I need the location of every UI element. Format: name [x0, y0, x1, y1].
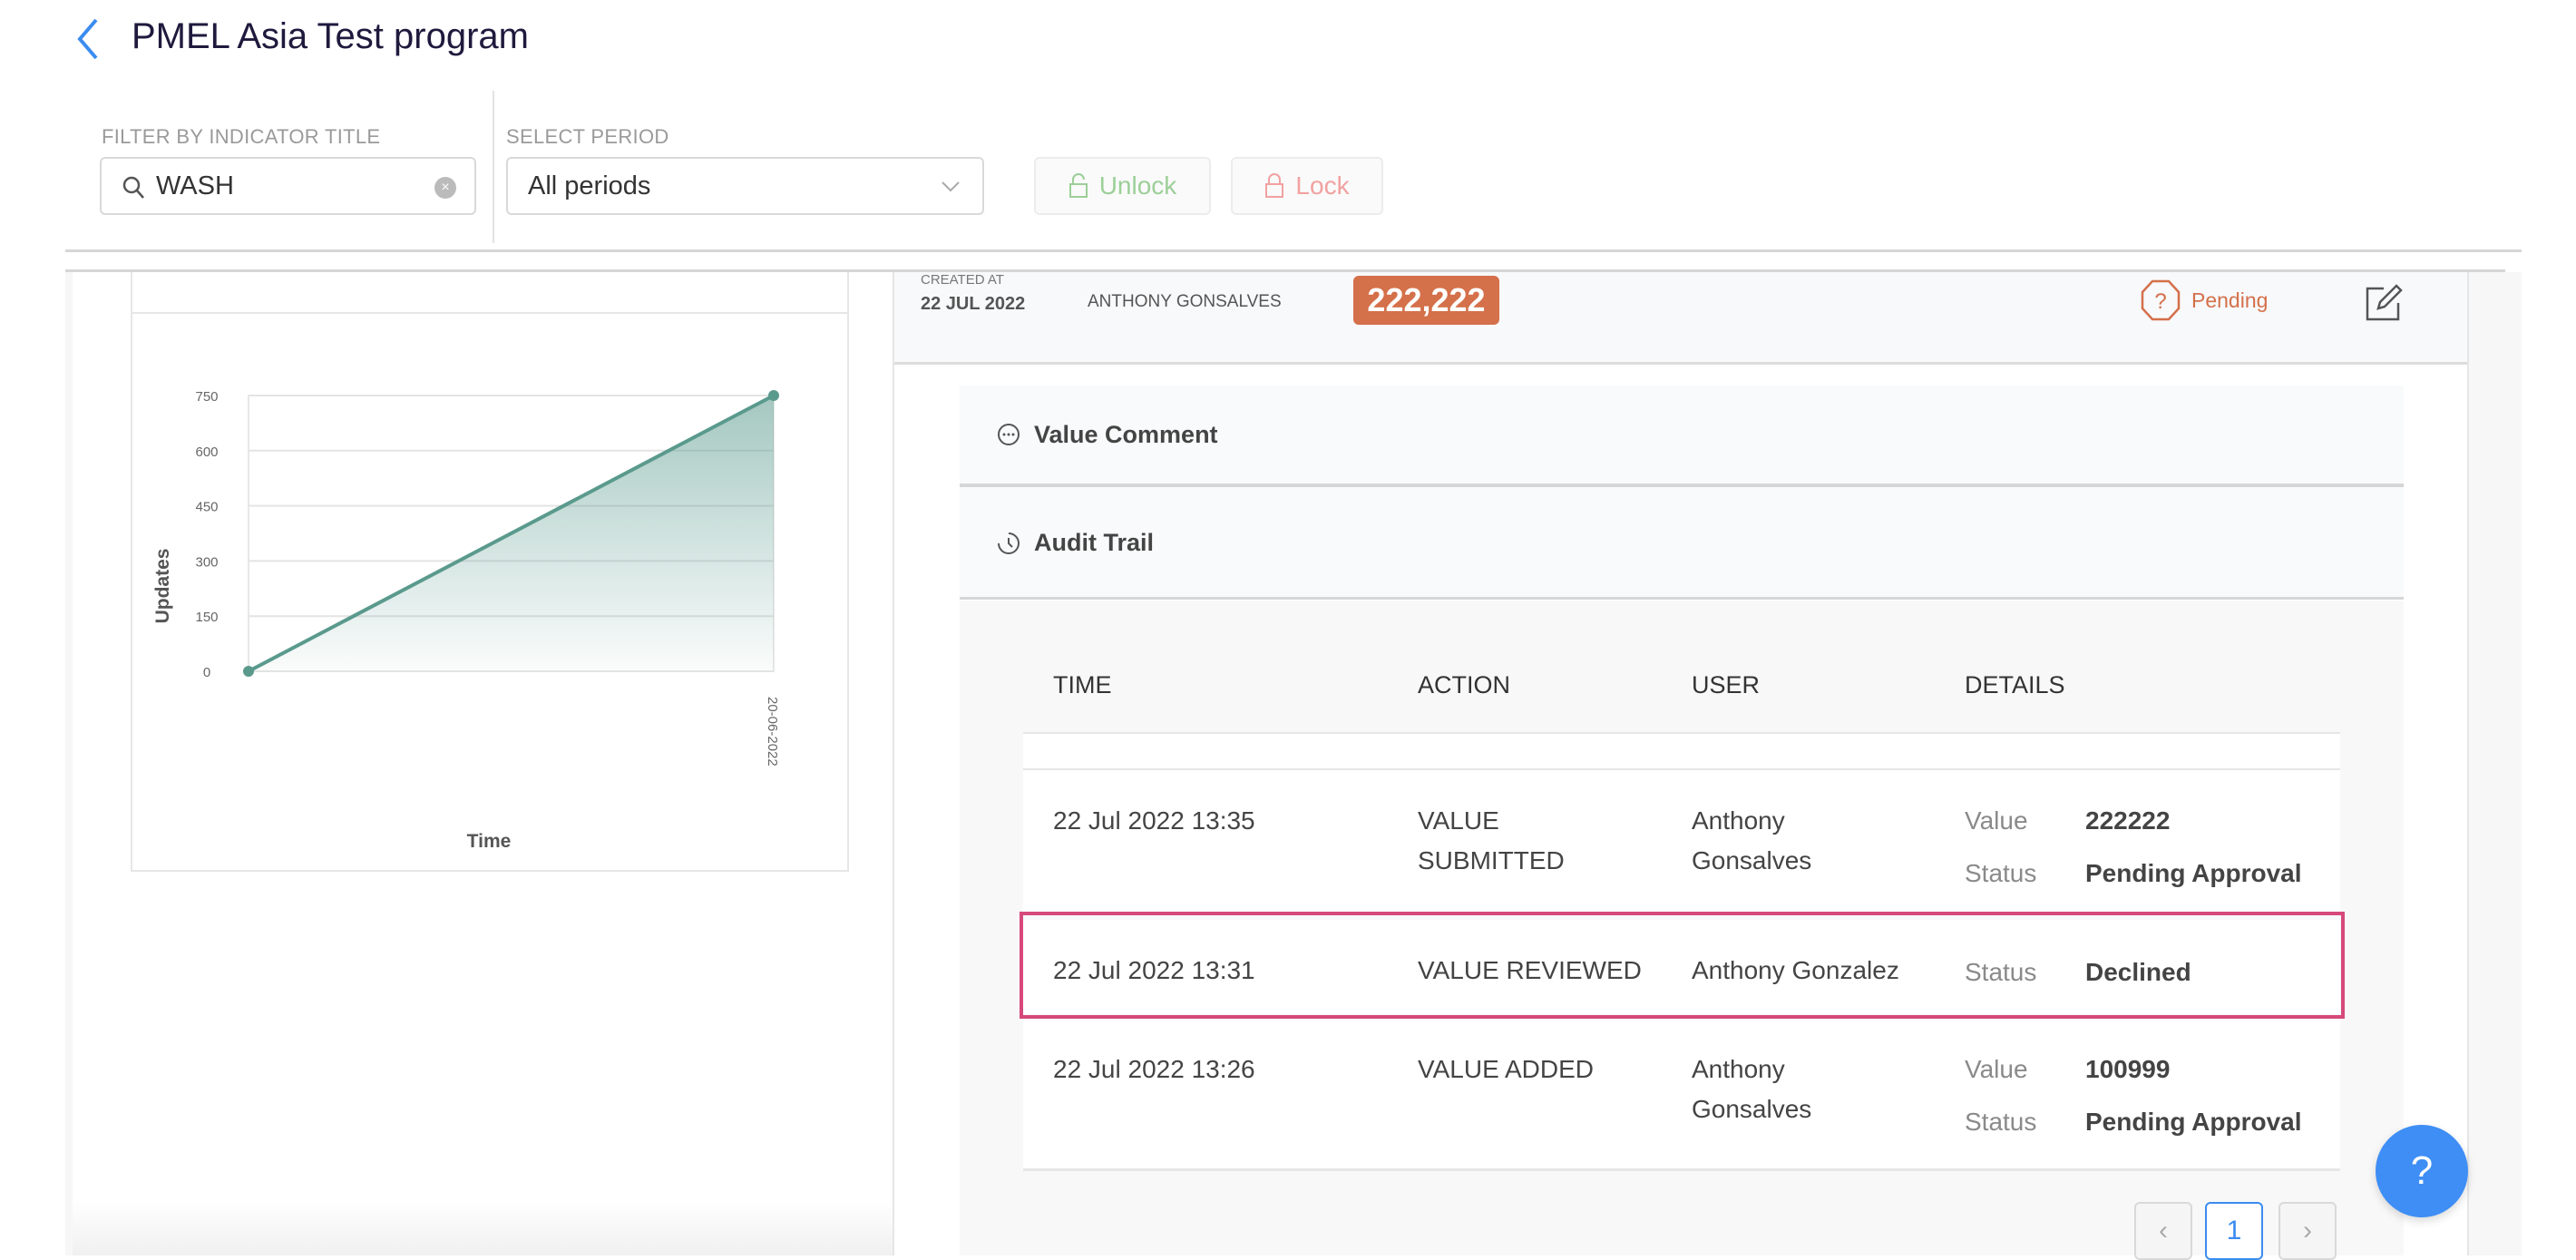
detail-label: Status	[1965, 958, 2037, 986]
y-tick-label: 0	[203, 665, 210, 680]
search-icon	[122, 176, 144, 199]
filter-indicator-label: FILTER BY INDICATOR TITLE	[102, 125, 381, 148]
detail-value: Declined	[2085, 958, 2191, 986]
row-time: 22 Jul 2022 13:35	[1053, 806, 1255, 835]
next-page-button[interactable]: ›	[2278, 1202, 2337, 1260]
edit-icon[interactable]	[2364, 283, 2404, 323]
select-period-label: SELECT PERIOD	[506, 125, 669, 148]
unlock-label: Unlock	[1098, 171, 1177, 200]
data-point	[243, 666, 254, 677]
indicator-search-input[interactable]: WASH ×	[100, 157, 476, 215]
unlock-icon	[1068, 173, 1088, 198]
detail-label: Status	[1965, 1108, 2037, 1136]
lock-label: Lock	[1295, 171, 1350, 200]
created-at-date: 22 JUL 2022	[921, 294, 1026, 314]
chevron-down-icon	[942, 181, 960, 192]
detail-value: Pending Approval	[2085, 859, 2302, 887]
back-chevron-icon[interactable]	[71, 16, 107, 62]
row-action: SUBMITTED	[1418, 846, 1565, 874]
detail-value: 100999	[2085, 1055, 2171, 1083]
filter-divider	[493, 91, 494, 243]
series-line	[248, 394, 775, 673]
x-tick-label: 20-06-2022	[765, 697, 780, 767]
update-value-badge: 222,222	[1353, 276, 1499, 325]
y-tick-label: 750	[195, 389, 218, 405]
page-1-button[interactable]: 1	[2205, 1202, 2263, 1260]
row-time: 22 Jul 2022 13:31	[1053, 956, 1255, 984]
content-top-divider	[65, 269, 2505, 272]
chart-card	[131, 314, 849, 872]
prev-page-button[interactable]: ‹	[2134, 1202, 2192, 1260]
lock-icon	[1265, 173, 1284, 198]
page-title: PMEL Asia Test program	[132, 16, 529, 56]
y-axis-label: Updates	[152, 549, 173, 624]
detail-label: Value	[1965, 806, 2028, 835]
audit-trail-accordion[interactable]: Audit Trail	[960, 487, 2404, 599]
pending-status-icon: ?	[2141, 279, 2181, 321]
unlock-button[interactable]: Unlock	[1034, 157, 1211, 215]
updates-chart: 0 150 300 450 600 750 20-06-2022 Updates Time	[152, 389, 780, 852]
table-row: 22 Jul 2022 13:31 VALUE REVIEWED Anthony…	[1023, 920, 2340, 1014]
row-user: Gonsalves	[1692, 1095, 1812, 1123]
table-row-partial	[1023, 732, 2340, 770]
row-user: Anthony Gonzalez	[1692, 956, 1899, 984]
row-user: Gonsalves	[1692, 846, 1812, 874]
chart-card-top	[131, 272, 849, 314]
col-details: DETAILS	[1965, 671, 2065, 698]
y-tick-label: 450	[195, 500, 218, 515]
y-tick-label: 600	[195, 444, 218, 460]
header-divider	[65, 249, 2522, 252]
row-action: VALUE REVIEWED	[1418, 956, 1642, 984]
row-action: VALUE	[1418, 806, 1499, 835]
row-time: 22 Jul 2022 13:26	[1053, 1055, 1255, 1083]
accordion-divider	[960, 483, 2404, 487]
panel-fade	[73, 1201, 893, 1255]
indicator-search-value: WASH	[156, 171, 234, 200]
chevron-left-icon: ‹	[2159, 1216, 2168, 1245]
clear-search-icon[interactable]: ×	[434, 177, 456, 199]
table-row: 22 Jul 2022 13:26 VALUE ADDED Anthony Go…	[1023, 1019, 2340, 1171]
highlight-box	[1020, 912, 2345, 1019]
col-user: USER	[1692, 671, 1761, 698]
accordion-divider	[960, 597, 2404, 600]
update-user: ANTHONY GONSALVES	[1088, 292, 1282, 311]
row-action: VALUE ADDED	[1418, 1055, 1594, 1083]
y-tick-label: 300	[195, 554, 218, 570]
data-point	[768, 390, 779, 401]
chevron-right-icon: ›	[2303, 1216, 2312, 1245]
detail-label: Value	[1965, 1055, 2028, 1083]
lock-button[interactable]: Lock	[1231, 157, 1383, 215]
x-axis-label: Time	[467, 831, 512, 852]
status-text: Pending	[2191, 288, 2269, 312]
audit-trail-title: Audit Trail	[1034, 529, 1155, 556]
y-tick-label: 150	[195, 610, 218, 625]
period-select-value: All periods	[528, 171, 651, 200]
value-comment-accordion[interactable]: Value Comment	[960, 386, 2404, 483]
created-at-label: CREATED AT	[921, 272, 1004, 288]
period-select[interactable]: All periods	[506, 157, 984, 215]
table-row: 22 Jul 2022 13:35 VALUE SUBMITTED Anthon…	[1023, 770, 2340, 915]
svg-text:?: ?	[2154, 289, 2166, 314]
detail-value: Pending Approval	[2085, 1108, 2302, 1136]
help-button[interactable]: ?	[2376, 1125, 2468, 1217]
detail-value: 222222	[2085, 806, 2171, 835]
row-user: Anthony	[1692, 806, 1785, 835]
value-comment-title: Value Comment	[1034, 420, 1218, 448]
col-time: TIME	[1053, 671, 1112, 698]
history-clock-icon	[998, 532, 1020, 554]
col-action: ACTION	[1418, 671, 1511, 698]
detail-label: Status	[1965, 859, 2037, 887]
update-header: CREATED AT 22 JUL 2022 ANTHONY GONSALVES…	[894, 272, 2467, 365]
comment-icon	[998, 424, 1020, 445]
row-user: Anthony	[1692, 1055, 1785, 1083]
